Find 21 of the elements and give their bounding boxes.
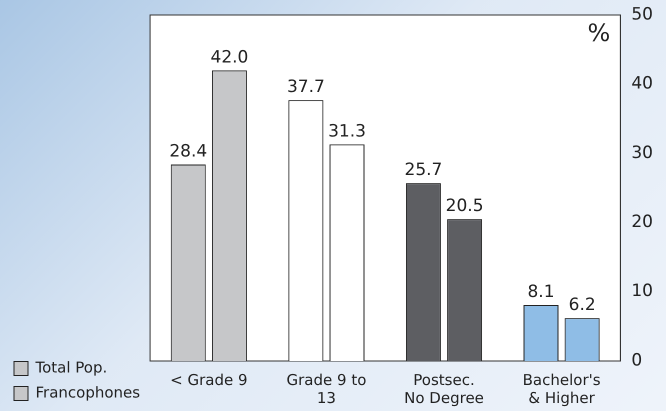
y-tick-label: 50 (631, 4, 654, 24)
data-label: 6.2 (568, 295, 596, 316)
x-tick-label: < Grade 9 (170, 370, 248, 389)
y-tick-label: 0 (631, 350, 642, 370)
data-label: 28.4 (169, 141, 208, 162)
data-label: 20.5 (446, 196, 484, 216)
y-tick-label: 10 (631, 281, 654, 302)
legend-label: Francophones (36, 383, 140, 402)
legend-label: Total Pop. (34, 358, 108, 376)
data-label: 42.0 (210, 47, 248, 68)
x-tick-label: Bachelor's & Higher (522, 370, 601, 407)
y-tick-label: 40 (631, 74, 654, 94)
x-tick-label: Grade 9 to 13 (286, 370, 366, 407)
data-label: 31.3 (328, 121, 366, 142)
data-label: 8.1 (527, 282, 555, 302)
y-tick-label: 20 (631, 212, 654, 232)
x-tick-label: Postsec. No Degree (404, 370, 484, 407)
y-axis-title: % (588, 19, 610, 48)
data-label: 37.7 (286, 77, 325, 98)
y-tick-label: 30 (631, 142, 654, 163)
data-label: 25.7 (404, 160, 442, 180)
